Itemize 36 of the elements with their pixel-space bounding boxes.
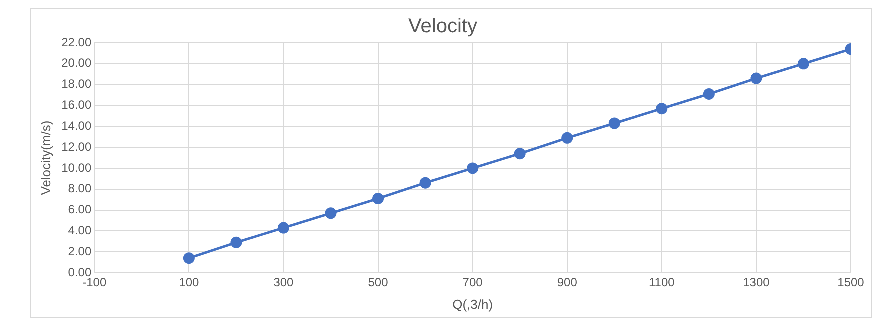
point [467, 162, 479, 174]
x-tick-label: 700 [462, 276, 484, 290]
point [325, 208, 337, 220]
x-tick-label: 900 [557, 276, 578, 290]
x-axis-title: Q(,3/h) [452, 296, 494, 312]
y-tick-label: 22.00 [62, 35, 92, 50]
y-tick-label: 6.00 [68, 202, 92, 217]
point [750, 72, 762, 84]
point [372, 193, 384, 205]
point [230, 236, 242, 248]
point [798, 58, 810, 70]
point [703, 88, 715, 100]
x-tick-label: 1300 [743, 276, 770, 290]
x-tick-label: 100 [179, 276, 200, 290]
point [514, 148, 526, 160]
y-tick-label: 2.00 [68, 244, 92, 258]
y-tick-label: 16.00 [62, 98, 92, 112]
point [562, 132, 574, 144]
y-tick-label: 20.00 [62, 56, 92, 70]
x-tick-label: 1500 [838, 276, 865, 290]
y-tick-label: 4.00 [68, 223, 92, 238]
point [656, 103, 668, 115]
y-tick-label: 10.00 [62, 160, 92, 175]
chart-title: Velocity [408, 16, 478, 38]
point [420, 177, 432, 189]
x-tick-label: 300 [274, 276, 294, 290]
y-tick-label: 14.00 [62, 118, 92, 133]
x-tick-label: 500 [368, 276, 389, 290]
y-tick-label: 12.00 [62, 140, 92, 154]
x-tick-label: 1100 [649, 276, 676, 290]
point [183, 252, 195, 264]
y-tick-label: 8.00 [68, 182, 92, 196]
point [278, 222, 290, 234]
y-axis-title: Velocity(m/s) [38, 120, 54, 196]
y-tick-label: 18.00 [62, 77, 92, 92]
point [608, 118, 620, 130]
